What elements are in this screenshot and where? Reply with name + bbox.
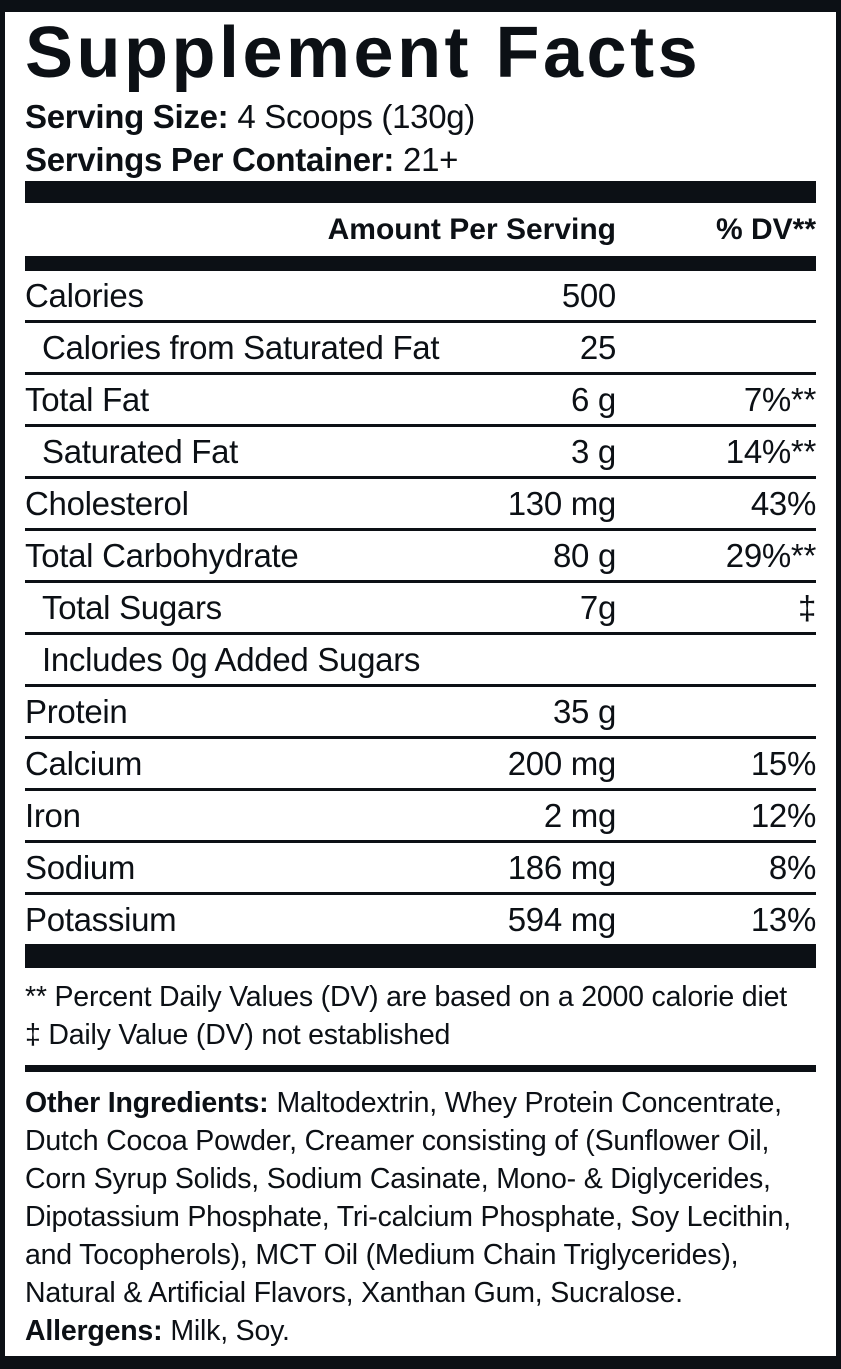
ingredients-divider	[25, 1065, 816, 1072]
nutrient-name: Saturated Fat	[42, 432, 239, 470]
allergens-value: Milk, Soy.	[170, 1315, 290, 1347]
servings-per-container-line: Servings Per Container: 21+	[25, 138, 816, 181]
thick-divider-top	[25, 181, 816, 203]
thick-divider-bottom	[25, 944, 816, 968]
nutrient-dv: 43%	[750, 484, 816, 522]
nutrient-amount: 2 mg	[543, 796, 616, 834]
nutrient-name: Total Carbohydrate	[25, 536, 299, 574]
row-potassium: Potassium 594 mg 13%	[25, 895, 816, 944]
row-iron: Iron 2 mg 12%	[25, 791, 816, 843]
serving-size-value: 4 Scoops (130g)	[237, 98, 475, 135]
row-total-fat: Total Fat 6 g 7%**	[25, 375, 816, 427]
ingredients-text: Maltodextrin, Whey Protein Concentrate,	[276, 1087, 782, 1119]
servings-per-container-label: Servings Per Container:	[25, 141, 395, 178]
nutrient-amount: 25	[579, 328, 616, 366]
row-calcium: Calcium 200 mg 15%	[25, 739, 816, 791]
ingredients-line: and Tocopherols), MCT Oil (Medium Chain …	[25, 1239, 739, 1271]
serving-size-line: Serving Size: 4 Scoops (130g)	[25, 95, 816, 138]
row-includes-added-sugars: Includes 0g Added Sugars	[25, 635, 816, 687]
footnote-dv-not-established: ‡ Daily Value (DV) not established	[25, 1019, 451, 1051]
row-sodium: Sodium 186 mg 8%	[25, 843, 816, 895]
row-calories: Calories 500	[25, 271, 816, 323]
allergens-label: Allergens:	[25, 1315, 163, 1347]
nutrient-dv: 7%**	[743, 380, 816, 418]
nutrient-dv: 13%	[750, 900, 816, 938]
nutrient-amount: 500	[561, 276, 616, 314]
row-total-sugars: Total Sugars 7g ‡	[25, 583, 816, 635]
ingredients-line: Corn Syrup Solids, Sodium Casinate, Mono…	[25, 1163, 771, 1195]
ingredients-line: Dipotassium Phosphate, Tri-calcium Phosp…	[25, 1201, 792, 1233]
nutrient-dv: 14%**	[725, 432, 817, 470]
nutrient-amount: 3 g	[571, 432, 616, 470]
nutrient-dv: 29%**	[725, 536, 817, 574]
row-saturated-fat: Saturated Fat 3 g 14%**	[25, 427, 816, 479]
nutrient-name: Sodium	[25, 848, 136, 886]
header-amount-per-serving: Amount Per Serving	[327, 212, 616, 246]
row-cholesterol: Cholesterol 130 mg 43%	[25, 479, 816, 531]
nutrient-name: Total Sugars	[42, 588, 222, 626]
allergens-line: Allergens: Milk, Soy.	[25, 1312, 816, 1350]
serving-size-label: Serving Size:	[25, 98, 229, 135]
nutrient-name: Protein	[25, 692, 128, 730]
other-ingredients: Other Ingredients: Maltodextrin, Whey Pro…	[25, 1084, 816, 1350]
row-total-carbohydrate: Total Carbohydrate 80 g 29%**	[25, 531, 816, 583]
thick-divider-header	[25, 256, 816, 271]
nutrient-amount: 80 g	[552, 536, 616, 574]
nutrient-table: Calories 500 Calories from Saturated Fat…	[25, 271, 816, 944]
nutrient-name: Calories	[25, 276, 144, 314]
nutrient-amount: 200 mg	[507, 744, 617, 782]
nutrient-name: Cholesterol	[25, 484, 189, 522]
nutrient-name: Calories from Saturated Fat	[42, 328, 440, 366]
other-ingredients-label: Other Ingredients:	[25, 1087, 269, 1119]
header-percent-dv: % DV**	[715, 212, 816, 246]
nutrient-name: Total Fat	[25, 380, 149, 418]
nutrient-amount: 7g	[579, 588, 616, 626]
nutrient-dv: ‡	[797, 588, 816, 626]
nutrient-name: Calcium	[25, 744, 143, 782]
nutrient-name: Iron	[25, 796, 81, 834]
nutrient-amount: 594 mg	[507, 900, 617, 938]
row-calories-from-saturated-fat: Calories from Saturated Fat 25	[25, 323, 816, 375]
footnote-percent-dv: ** Percent Daily Values (DV) are based o…	[25, 981, 787, 1013]
footnotes: ** Percent Daily Values (DV) are based o…	[25, 978, 816, 1054]
nutrient-amount: 130 mg	[507, 484, 617, 522]
nutrient-name: Potassium	[25, 900, 177, 938]
table-header-row: Amount Per Serving % DV**	[25, 203, 816, 256]
nutrient-dv: 12%	[750, 796, 816, 834]
ingredients-line: Dutch Cocoa Powder, Creamer consisting o…	[25, 1125, 770, 1157]
ingredients-line: Other Ingredients: Maltodextrin, Whey Pro…	[25, 1084, 816, 1122]
nutrient-amount: 35 g	[552, 692, 616, 730]
ingredients-line: Natural & Artificial Flavors, Xanthan Gu…	[25, 1277, 683, 1309]
servings-per-container-value: 21+	[403, 141, 459, 178]
nutrient-amount: 6 g	[571, 380, 616, 418]
nutrient-dv: 8%	[768, 848, 816, 886]
nutrient-name: Includes 0g Added Sugars	[42, 640, 421, 678]
page-title: Supplement Facts	[25, 13, 702, 93]
nutrient-dv: 15%	[750, 744, 816, 782]
nutrient-amount: 186 mg	[507, 848, 617, 886]
row-protein: Protein 35 g	[25, 687, 816, 739]
